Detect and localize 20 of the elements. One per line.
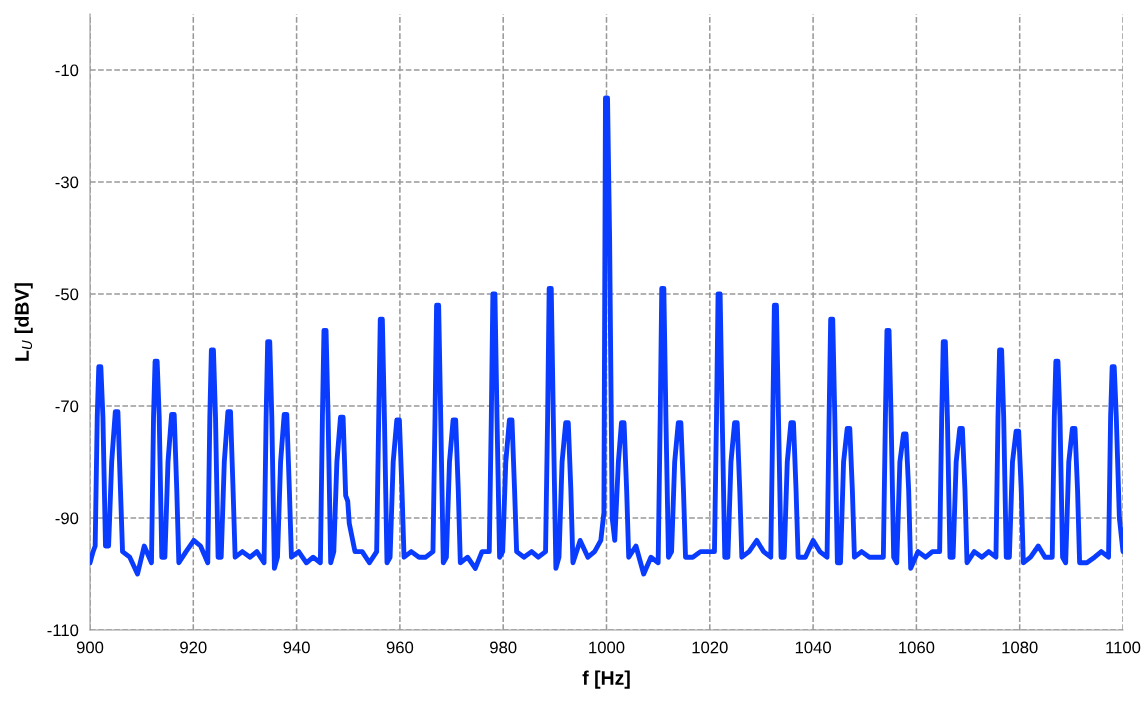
y-tick-label: -90 (55, 512, 79, 525)
x-tick-label: 920 (180, 641, 207, 654)
y-axis-title: L$_{U}$ [dBV] (14, 283, 33, 361)
x-tick-label: 1040 (795, 641, 831, 654)
x-tick-label: 960 (386, 641, 414, 654)
y-tick-label: -50 (55, 288, 79, 301)
x-tick-label: 1080 (1002, 641, 1038, 654)
y-tick-label: -30 (55, 176, 79, 189)
x-tick-label: 900 (76, 641, 104, 654)
x-tick-label: 1100 (1106, 641, 1141, 654)
y-tick-label: -70 (55, 400, 79, 413)
x-axis-title: f [Hz] (582, 670, 630, 689)
line-series (90, 95, 1123, 577)
x-tick-label: 1000 (589, 641, 625, 654)
x-tick-label: 980 (490, 641, 517, 654)
x-tick-label: 940 (283, 641, 310, 654)
x-tick-label: 1060 (899, 641, 935, 654)
y-tick-label: -10 (55, 64, 79, 77)
x-tick-label: 1020 (692, 641, 728, 654)
y-tick-label: -110 (47, 624, 79, 637)
